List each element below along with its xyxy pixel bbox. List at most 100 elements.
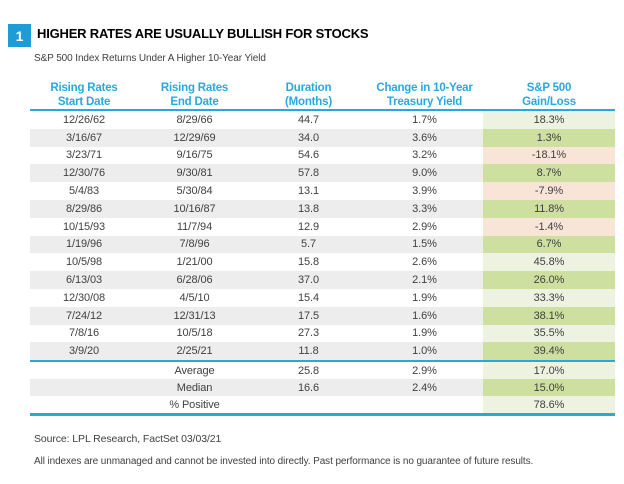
cell-rising-rates-end-date: Median [176,381,213,394]
cell-treasury-yield-change: 1.7% [412,113,437,126]
table-row: % Positive 78.6% [30,396,615,414]
disclaimer-note: All indexes are unmanaged and cannot be … [34,456,534,467]
cell-duration-months: 27.3 [297,327,319,340]
table-row: 5/4/83 5/30/84 13.1 3.9% -7.9% [30,182,615,200]
cell-treasury-yield-change: 3.3% [412,202,437,215]
cell-rising-rates-start-date: 6/13/03 [65,274,102,287]
col-header-text: Gain/Loss [522,95,576,108]
table-body: 12/26/62 8/29/66 44.7 1.7% 18.3% 3/16/67… [30,111,615,361]
cell-sp500-gain-loss: 26.0% [483,271,615,289]
cell-duration-months: 34.0 [297,131,319,144]
cell-duration-months: 25.8 [297,364,319,377]
cell-rising-rates-end-date: 10/5/18 [176,327,213,340]
cell-rising-rates-start-date: 3/9/20 [69,345,99,358]
cell-rising-rates-end-date: 7/8/96 [179,238,210,251]
cell-rising-rates-end-date: % Positive [169,398,220,411]
table-row: Average 25.8 2.9% 17.0% [30,362,615,380]
cell-treasury-yield-change: 3.9% [412,185,437,198]
cell-rising-rates-end-date: 11/7/94 [176,220,213,233]
cell-sp500-gain-loss: 6.7% [483,235,615,254]
cell-treasury-yield-change: 2.6% [412,256,437,269]
cell-rising-rates-end-date: 8/29/66 [176,113,213,126]
cell-rising-rates-start-date: 3/23/71 [65,149,102,162]
cell-sp500-gain-loss: 1.3% [483,128,615,147]
table-row: 12/30/08 4/5/10 15.4 1.9% 33.3% [30,288,615,307]
cell-sp500-gain-loss: 39.4% [483,342,615,361]
cell-rising-rates-start-date: 7/24/12 [65,309,102,322]
cell-rising-rates-start-date: 5/4/83 [69,185,99,198]
table-row: 3/16/67 12/29/69 34.0 3.6% 1.3% [30,128,615,147]
col-header-text: Duration [285,82,332,94]
cell-duration-months: 17.5 [297,309,319,322]
cell-duration-months [251,396,366,413]
cell-sp500-gain-loss: 17.0% [483,362,615,380]
table-row: 10/5/98 1/21/00 15.8 2.6% 45.8% [30,253,615,272]
cell-treasury-yield-change: 3.2% [412,149,437,162]
cell-rising-rates-end-date: 1/21/00 [176,256,213,269]
cell-duration-months: 16.6 [297,381,319,394]
table-header-row: Rising Rates Start Date Rising Rates End… [30,76,615,111]
cell-treasury-yield-change: 1.5% [412,238,437,251]
cell-rising-rates-start-date: 3/16/67 [65,131,102,144]
cell-rising-rates-end-date: 12/31/13 [173,309,216,322]
cell-rising-rates-start-date: 10/15/93 [62,220,106,233]
cell-rising-rates-end-date: 10/16/87 [173,202,216,215]
source-note: Source: LPL Research, FactSet 03/03/21 [34,433,222,445]
table-row: 1/19/96 7/8/96 5.7 1.5% 6.7% [30,235,615,254]
cell-sp500-gain-loss: 35.5% [483,324,615,343]
cell-duration-months: 13.8 [297,202,319,215]
col-header-text: S&P 500 [526,82,572,94]
cell-rising-rates-end-date: 12/29/69 [173,131,216,144]
col-header-text: Rising Rates [50,82,118,94]
cell-rising-rates-end-date: 6/28/06 [176,274,213,287]
cell-rising-rates-end-date: 4/5/10 [179,291,210,304]
cell-duration-months: 15.8 [297,256,319,269]
table-row: 3/9/20 2/25/21 11.8 1.0% 39.4% [30,342,615,361]
table-row: 3/23/71 9/16/75 54.6 3.2% -18.1% [30,146,615,165]
cell-sp500-gain-loss: -7.9% [483,182,615,200]
cell-rising-rates-start-date: 12/30/08 [62,291,106,304]
cell-rising-rates-start-date: 12/30/76 [62,167,106,180]
cell-sp500-gain-loss: 38.1% [483,306,615,325]
cell-sp500-gain-loss: 8.7% [483,164,615,183]
table-row: 7/24/12 12/31/13 17.5 1.6% 38.1% [30,306,615,325]
col-header-text: Rising Rates [160,82,229,94]
cell-sp500-gain-loss: 15.0% [483,379,615,397]
table-row: 12/26/62 8/29/66 44.7 1.7% 18.3% [30,111,615,129]
figure-subtitle: S&P 500 Index Returns Under A Higher 10-… [34,53,266,64]
cell-sp500-gain-loss: 33.3% [483,288,615,307]
cell-treasury-yield-change: 2.9% [412,220,437,233]
col-header-text: Treasury Yield [386,95,463,108]
cell-duration-months: 37.0 [297,274,319,287]
cell-sp500-gain-loss: -18.1% [483,146,615,165]
table-row: 12/30/76 9/30/81 57.8 9.0% 8.7% [30,164,615,183]
cell-treasury-yield-change: 1.0% [412,345,437,358]
cell-duration-months: 44.7 [297,113,319,126]
cell-treasury-yield-change: 2.9% [412,364,437,377]
cell-duration-months: 54.6 [297,149,319,162]
cell-rising-rates-start-date: 10/5/98 [65,256,102,269]
cell-rising-rates-start-date: 1/19/96 [65,238,102,251]
cell-treasury-yield-change: 1.6% [412,309,437,322]
cell-sp500-gain-loss: -1.4% [483,217,615,236]
col-header-text: Start Date [57,95,111,108]
table-row: 8/29/86 10/16/87 13.8 3.3% 11.8% [30,199,615,218]
cell-duration-months: 5.7 [301,238,316,251]
cell-sp500-gain-loss: 11.8% [483,199,615,218]
summary-body: Average 25.8 2.9% 17.0% Median 16.6 2.4%… [30,362,615,414]
cell-rising-rates-start-date [30,396,138,413]
cell-sp500-gain-loss: 18.3% [483,111,615,129]
cell-rising-rates-end-date: 2/25/21 [176,345,213,358]
cell-duration-months: 13.1 [297,185,319,198]
col-header-sp500-gain: S&P 500 Gain/Loss [483,82,615,109]
table-row: 7/8/16 10/5/18 27.3 1.9% 35.5% [30,324,615,343]
table-row: 6/13/03 6/28/06 37.0 2.1% 26.0% [30,271,615,289]
table-row: 10/15/93 11/7/94 12.9 2.9% -1.4% [30,217,615,236]
cell-treasury-yield-change: 3.6% [412,131,437,144]
returns-table: Rising Rates Start Date Rising Rates End… [30,76,615,416]
cell-duration-months: 11.8 [298,345,319,358]
cell-rising-rates-start-date: 7/8/16 [69,327,99,340]
figure-title: HIGHER RATES ARE USUALLY BULLISH FOR STO… [37,26,369,41]
col-header-text: End Date [170,95,219,108]
